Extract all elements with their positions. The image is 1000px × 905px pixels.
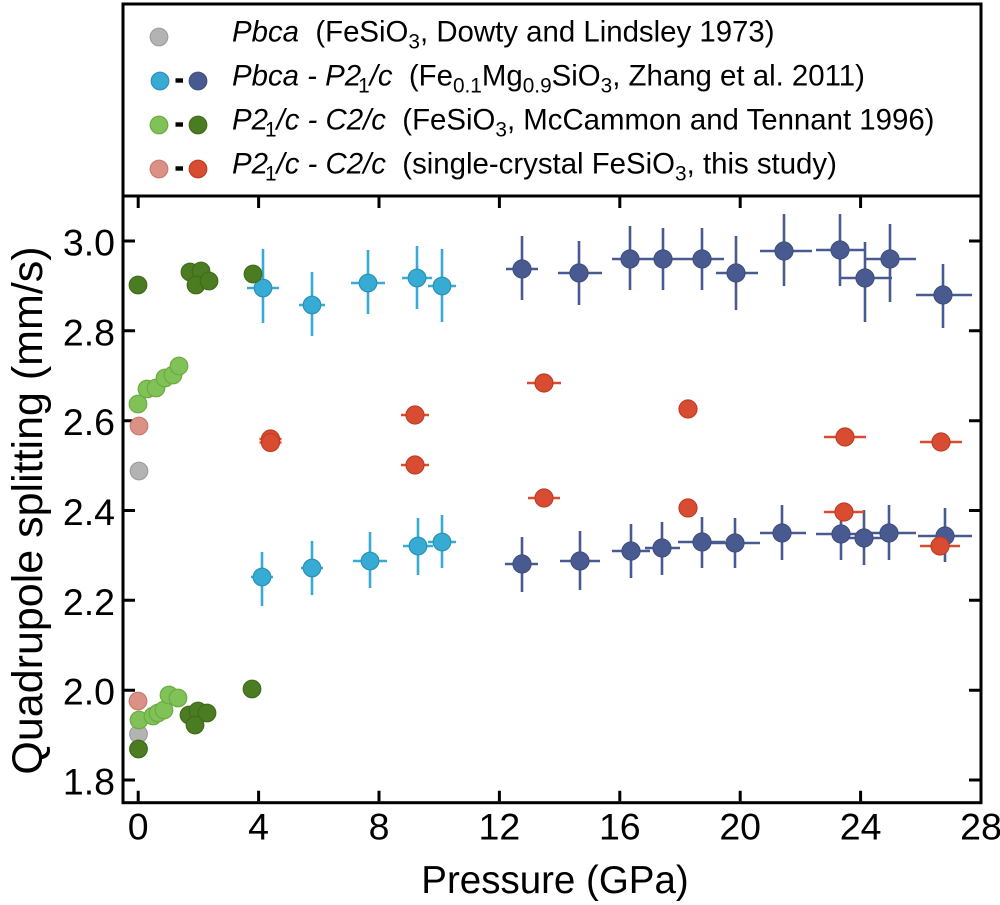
svg-text:P21/c - C2/c (FeSiO3, McCammo: P21/c - C2/c (FeSiO3, McCammon and Tenna… xyxy=(232,104,934,142)
svg-text:1.8: 1.8 xyxy=(63,761,115,803)
svg-text:2.2: 2.2 xyxy=(63,581,115,623)
svg-text:2.0: 2.0 xyxy=(63,671,115,713)
svg-text:2.8: 2.8 xyxy=(63,311,115,353)
svg-text:24: 24 xyxy=(840,806,882,848)
svg-text:Pressure (GPa): Pressure (GPa) xyxy=(421,859,688,902)
svg-text:28: 28 xyxy=(960,806,1000,848)
svg-text:2.4: 2.4 xyxy=(63,491,115,533)
svg-text:Pbca (FeSiO3, Dowty and Linds: Pbca (FeSiO3, Dowty and Lindsley 1973) xyxy=(232,16,775,54)
svg-text:12: 12 xyxy=(479,806,521,848)
svg-text:0: 0 xyxy=(128,806,149,848)
svg-text:4: 4 xyxy=(248,806,269,848)
svg-text:Quadrupole splitting (mm/s): Quadrupole splitting (mm/s) xyxy=(4,246,52,774)
svg-text:P21/c - C2/c (single-crystal: P21/c - C2/c (single-crystal FeSiO3, thi… xyxy=(232,148,837,186)
svg-text:8: 8 xyxy=(369,806,390,848)
svg-text:16: 16 xyxy=(599,806,641,848)
svg-text:3.0: 3.0 xyxy=(63,222,115,264)
svg-text:20: 20 xyxy=(719,806,761,848)
svg-text:2.6: 2.6 xyxy=(63,401,115,443)
